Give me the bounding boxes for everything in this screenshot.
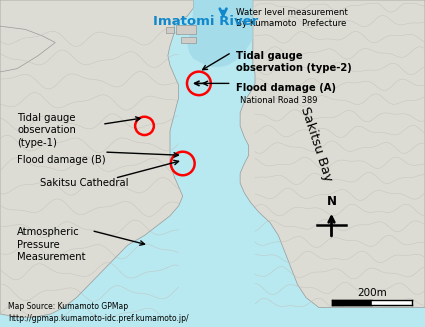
Text: Flood damage (A): Flood damage (A) bbox=[236, 83, 336, 94]
Text: Water level measurement
By Kumamoto  Prefecture: Water level measurement By Kumamoto Pref… bbox=[236, 8, 348, 28]
Polygon shape bbox=[187, 0, 253, 67]
Polygon shape bbox=[240, 0, 425, 307]
Text: Imatomi River: Imatomi River bbox=[153, 15, 258, 28]
Polygon shape bbox=[0, 26, 55, 72]
Text: Flood damage (B): Flood damage (B) bbox=[17, 155, 106, 165]
Text: National Road 389: National Road 389 bbox=[240, 96, 317, 106]
Text: Sakitsu Cathedral: Sakitsu Cathedral bbox=[40, 178, 129, 188]
Bar bbox=[176, 25, 196, 34]
Text: 200m: 200m bbox=[357, 287, 387, 298]
Polygon shape bbox=[0, 0, 193, 317]
Text: Sakitsu Bay: Sakitsu Bay bbox=[298, 105, 335, 183]
Text: Atmospheric
Pressure
Measurement: Atmospheric Pressure Measurement bbox=[17, 227, 85, 262]
Text: Tidal gauge
observation
(type-1): Tidal gauge observation (type-1) bbox=[17, 113, 76, 147]
Text: Tidal gauge
observation (type-2): Tidal gauge observation (type-2) bbox=[236, 51, 351, 73]
Text: Map Source: Kumamoto GPMap
http://gpmap.kumamoto-idc.pref.kumamoto.jp/: Map Source: Kumamoto GPMap http://gpmap.… bbox=[8, 302, 189, 322]
Bar bbox=[166, 27, 174, 33]
Bar bbox=[181, 37, 196, 43]
Text: N: N bbox=[326, 195, 337, 208]
